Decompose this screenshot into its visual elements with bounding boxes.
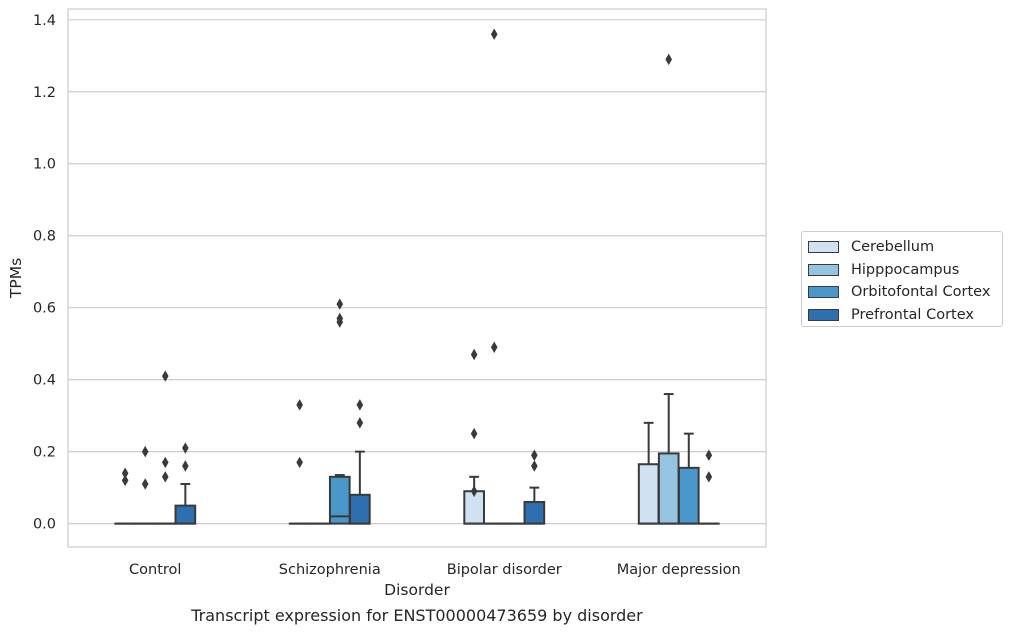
legend-swatch [808, 286, 839, 299]
y-axis-title: TPMs [7, 258, 25, 299]
outlier-point [356, 417, 364, 429]
legend-label: Orbitofontal Cortex [851, 284, 991, 301]
legend-swatch [808, 241, 839, 254]
outlier-point [470, 427, 478, 440]
legend-swatch [808, 308, 839, 321]
legend-swatch [808, 263, 839, 276]
outlier-point [182, 460, 189, 472]
legend-item: Cerebellum [808, 236, 1002, 259]
outlier-point [121, 474, 129, 487]
x-tick-label: Schizophrenia [279, 562, 381, 578]
legend-item: Hipppocampus [808, 259, 1002, 282]
gridlines [68, 19, 766, 525]
box [523, 501, 546, 525]
outlier-point [705, 449, 713, 461]
box [174, 504, 197, 525]
y-tick-label: 1.4 [33, 13, 56, 29]
outlier-point [296, 399, 303, 411]
box-series [114, 28, 720, 525]
legend-label: Cerebellum [851, 239, 935, 256]
legend-label: Prefrontal Cortex [851, 306, 974, 323]
outlier-point [531, 449, 538, 461]
outlier-point [490, 341, 498, 353]
y-tick-label: 0.0 [33, 517, 56, 533]
legend: Cerebellum Hipppocampus Orbitofontal Corte… [801, 231, 1003, 327]
outlier-point [356, 399, 364, 411]
x-tick-label: Bipolar disorder [447, 562, 562, 578]
outlier-point [470, 485, 478, 497]
box [637, 463, 660, 525]
outlier-point [182, 442, 189, 454]
figure-caption: Transcript expression for ENST0000047365… [191, 606, 643, 625]
legend-item: Prefrontal Cortex [808, 304, 1002, 327]
outlier-point [531, 460, 538, 472]
outlier-point [705, 471, 713, 483]
outlier-point [141, 445, 149, 458]
y-tick-labels: 0.0 0.2 0.4 0.6 0.8 1.0 1.2 1.4 [33, 13, 56, 533]
outlier-point [161, 370, 169, 382]
outlier-point [296, 456, 303, 469]
y-tick-label: 0.8 [33, 229, 56, 245]
y-tick-label: 1.0 [33, 157, 56, 173]
outlier-point [161, 456, 169, 469]
y-tick-label: 0.2 [33, 445, 56, 461]
outlier-point [665, 53, 673, 66]
x-axis-title: Disorder [384, 581, 450, 599]
outlier-point [336, 298, 344, 310]
box [349, 493, 371, 525]
x-tick-label: Major depression [617, 562, 741, 578]
legend-item: Orbitofontal Cortex [808, 281, 1002, 304]
outlier-point [141, 478, 149, 490]
x-tick-label: Control [129, 562, 181, 578]
outlier-point [121, 467, 129, 479]
outlier-point [470, 348, 478, 361]
x-tick-labels: Control Schizophrenia Bipolar disorder Majo… [129, 562, 741, 578]
legend-label: Hipppocampus [851, 261, 960, 278]
outlier-point [161, 471, 169, 483]
outlier-point [336, 312, 344, 325]
y-tick-label: 0.4 [33, 373, 56, 389]
box [657, 452, 680, 525]
y-tick-label: 0.6 [33, 301, 56, 317]
plot-frame [67, 8, 767, 548]
box [677, 466, 700, 525]
y-tick-label: 1.2 [33, 85, 56, 101]
outlier-point [490, 28, 498, 40]
